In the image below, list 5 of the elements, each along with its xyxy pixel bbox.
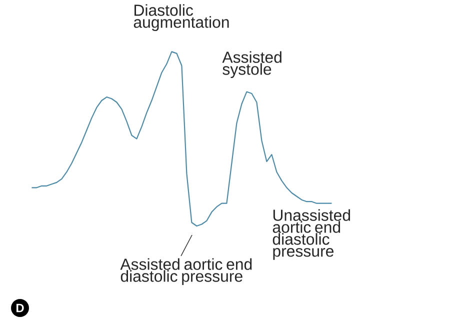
text: Assisted aortic end diastolic pressure [120, 258, 252, 286]
text: Diastolic augmentation [134, 4, 229, 32]
annotation: Unassisted aortic end diastolic pressure [272, 209, 350, 260]
text: D [16, 304, 24, 312]
annotation: Assisted systole [222, 51, 282, 78]
